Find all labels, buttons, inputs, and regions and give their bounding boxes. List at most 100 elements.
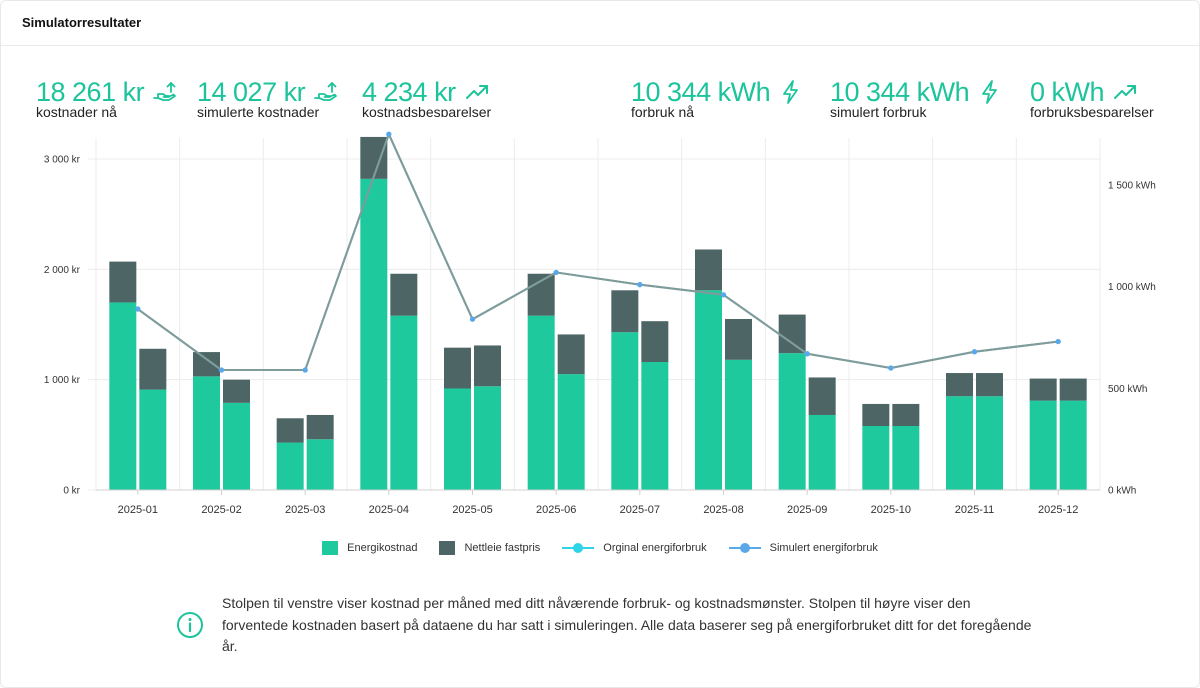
bar-energy-cost-current	[360, 178, 388, 491]
chart-bars	[109, 136, 1087, 491]
bar-grid-fee-simulated	[725, 318, 752, 360]
chart-lines	[135, 131, 1061, 373]
x-tick-label: 2025-08	[703, 504, 743, 516]
bar-grid-fee-simulated	[641, 321, 669, 363]
kpi-consumption-now: 10 344 kWh forbruk nå	[631, 76, 805, 117]
x-tick-label: 2025-04	[369, 504, 409, 516]
point-simulated-consumption	[302, 367, 308, 373]
kpi-label: forbruksbesparelser	[1030, 104, 1154, 117]
legend-label: Simulert energiforbruk	[769, 542, 878, 554]
bar-energy-cost-simulated	[139, 389, 167, 490]
kpi-label: forbruk nå	[631, 104, 695, 117]
bar-energy-cost-current	[193, 376, 220, 490]
bar-energy-cost-current	[695, 290, 722, 490]
kpi-simulated-costs: 14 027 kr simulerte kostnader	[197, 76, 340, 117]
kpi-label: simulert forbruk	[830, 104, 927, 117]
kpi-consumption-savings: 0 kWh forbruksbesparelser	[1030, 76, 1154, 117]
legend-label: Energikostnad	[347, 542, 418, 554]
bar-grid-fee-simulated	[474, 345, 501, 387]
point-simulated-consumption	[637, 282, 643, 288]
y-right-tick-label: 1 000 kWh	[1108, 282, 1156, 293]
x-tick-label: 2025-06	[536, 504, 576, 516]
legend-item-simulated-consumption[interactable]: Simulert energiforbruk	[728, 542, 878, 554]
cost-consumption-chart: 0 kr 1 000 kr 2 000 kr 3 000 kr 0 kWh 500 kWh…	[44, 131, 1156, 516]
x-tick-label: 2025-05	[452, 504, 492, 516]
legend-item-grid-fee[interactable]: Nettleie fastpris	[439, 541, 540, 555]
bar-energy-cost-simulated	[557, 374, 585, 490]
bar-energy-cost-simulated	[474, 386, 501, 490]
x-tick-label: 2025-02	[201, 504, 241, 516]
hand-coin-out-icon	[312, 78, 340, 106]
kpi-value: 10 344 kWh	[830, 77, 970, 107]
bar-energy-cost-current	[1029, 400, 1057, 490]
lightning-icon	[777, 78, 805, 106]
legend-swatch	[322, 541, 339, 555]
point-simulated-consumption	[804, 351, 810, 357]
kpi-label: kostnadsbesparelser	[362, 104, 492, 117]
y-right-tick-label: 500 kWh	[1108, 384, 1147, 395]
legend-item-energy-cost[interactable]: Energikostnad	[322, 541, 417, 555]
bar-grid-fee-simulated	[390, 273, 418, 316]
point-simulated-consumption	[469, 316, 476, 322]
x-tick-label: 2025-11	[955, 504, 995, 516]
bar-grid-fee-simulated	[1059, 378, 1087, 401]
bar-energy-cost-current	[276, 442, 304, 490]
kpi-value: 4 234 kr	[362, 77, 456, 107]
bar-energy-cost-simulated	[223, 402, 250, 490]
bar-grid-fee-simulated	[557, 334, 585, 375]
kpi-simulated-consumption: 10 344 kWh simulert forbruk	[830, 76, 1004, 117]
point-simulated-consumption	[1055, 338, 1061, 345]
y-left-tick-label: 0 kr	[63, 486, 80, 497]
x-tick-label: 2025-03	[285, 504, 325, 516]
kpi-value: 14 027 kr	[197, 77, 306, 107]
bar-energy-cost-simulated	[892, 426, 920, 490]
kpi-label: kostnader nå	[36, 104, 117, 117]
y-right-tick-label: 0 kWh	[1108, 486, 1136, 497]
kpi-value: 18 261 kr	[36, 77, 145, 107]
page-title: Simulatorresultater	[22, 15, 142, 30]
legend-item-original-consumption[interactable]: Orginal energiforbruk	[562, 542, 707, 554]
kpi-value: 0 kWh	[1030, 77, 1105, 107]
bar-energy-cost-simulated	[725, 359, 752, 490]
bar-grid-fee-current	[193, 352, 220, 377]
x-tick-label: 2025-09	[787, 504, 827, 516]
y-right-tick-label: 1 500 kWh	[1108, 181, 1156, 192]
bar-energy-cost-simulated	[390, 315, 418, 490]
bar-energy-cost-simulated	[808, 414, 836, 490]
legend-label: Orginal energiforbruk	[603, 542, 707, 554]
point-simulated-consumption	[888, 365, 894, 371]
point-simulated-consumption	[720, 292, 727, 298]
bar-grid-fee-simulated	[223, 379, 250, 403]
legend-line-marker	[728, 543, 761, 553]
card-header: Simulatorresultater	[1, 1, 1199, 46]
kpi-value: 10 344 kWh	[631, 77, 771, 107]
lightning-icon	[976, 78, 1004, 106]
bar-grid-fee-current	[695, 249, 722, 291]
bar-grid-fee-current	[276, 418, 304, 443]
bar-grid-fee-current	[109, 261, 137, 303]
y-left-tick-label: 1 000 kr	[44, 375, 81, 386]
bar-grid-fee-current	[778, 314, 806, 354]
info-icon	[177, 612, 203, 638]
x-tick-label: 2025-12	[1038, 504, 1078, 516]
bar-energy-cost-current	[109, 302, 137, 490]
bar-energy-cost-current	[611, 332, 639, 490]
hand-coin-out-icon	[151, 78, 179, 106]
bar-energy-cost-current	[527, 315, 555, 490]
y-left-tick-label: 2 000 kr	[44, 265, 81, 276]
x-tick-label: 2025-01	[118, 504, 158, 516]
legend-swatch	[439, 541, 456, 555]
bar-energy-cost-current	[778, 353, 806, 490]
legend-label: Nettleie fastpris	[464, 542, 541, 554]
bar-energy-cost-current	[946, 396, 973, 490]
line-simulated-consumption	[137, 133, 1059, 372]
chart-legend: Energikostnad Nettleie fastpris Orginal …	[0, 541, 1200, 555]
bar-grid-fee-current	[862, 403, 890, 427]
legend-line-marker	[562, 543, 595, 553]
bar-grid-fee-simulated	[976, 373, 1003, 397]
bar-grid-fee-simulated	[892, 403, 920, 427]
point-simulated-consumption	[386, 131, 392, 137]
bar-energy-cost-simulated	[641, 362, 669, 490]
bar-grid-fee-current	[360, 136, 388, 179]
info-note: Stolpen til venstre viser kostnad per må…	[176, 593, 1036, 658]
